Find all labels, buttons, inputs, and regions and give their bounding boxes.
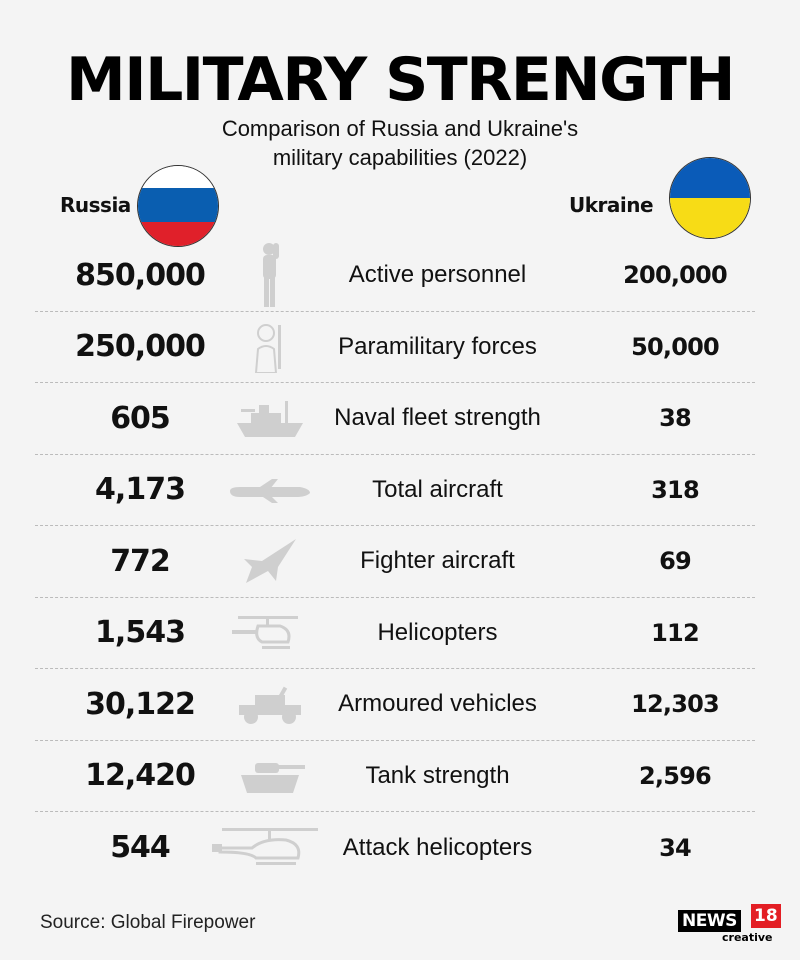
category-label: Active personnel [348,261,527,289]
table-row: 1,543 Helicopters 112 [35,598,755,669]
russia-value: 772 [110,543,171,579]
ukraine-value: 50,000 [631,332,720,361]
category-label: Attack helicopters [342,833,533,861]
ukraine-value: 12,303 [631,690,720,719]
russia-value: 850,000 [75,257,206,293]
airplane-icon [230,461,310,521]
russia-flag-icon [137,165,219,247]
subtitle-line-2: military capabilities (2022) [272,145,528,170]
comparison-table: 850,000 Active personnel 200,000 250,000… [35,240,755,884]
helicopter-icon [230,604,310,664]
russia-value: 250,000 [75,329,206,365]
category-label: Naval fleet strength [334,404,541,432]
category-label: Armoured vehicles [338,690,537,718]
news18-logo: NEWS 18 creative [678,904,788,944]
ukraine-value: 112 [651,618,700,647]
saluting-soldier-icon [230,243,310,307]
armoured-vehicle-icon [230,675,310,735]
page-title: MILITARY STRENGTH [66,45,735,115]
logo-subtext: creative [722,931,773,944]
subtitle-line-1: Comparison of Russia and Ukraine's [221,116,579,141]
ukraine-label: Ukraine [569,193,654,217]
ukraine-value: 38 [659,404,692,433]
table-row: 12,420 Tank strength 2,596 [35,741,755,812]
table-row: 772 Fighter aircraft 69 [35,526,755,598]
subtitle: Comparison of Russia and Ukraine's milit… [0,114,800,172]
ukraine-value: 318 [651,475,700,504]
warship-icon [230,389,310,449]
ukraine-value: 2,596 [639,761,712,790]
ukraine-value: 200,000 [623,261,728,290]
russia-value: 12,420 [85,758,196,794]
armed-soldier-icon [230,318,310,378]
table-row: 30,122 Armoured vehicles 12,303 [35,669,755,741]
russia-value: 605 [110,400,171,436]
source-note: Source: Global Firepower [40,912,256,933]
table-row: 544 Attack helicopters 34 [35,812,755,884]
category-label: Helicopters [377,618,498,646]
category-label: Paramilitary forces [338,332,537,360]
russia-value: 30,122 [85,686,196,722]
russia-value: 544 [110,830,171,866]
russia-value: 1,543 [95,615,186,651]
ukraine-flag-icon [669,157,751,239]
table-row: 4,173 Total aircraft 318 [35,455,755,526]
logo-news: NEWS [678,910,741,932]
category-label: Total aircraft [372,475,503,503]
logo-number: 18 [751,904,781,928]
category-label: Fighter aircraft [360,547,515,575]
attack-helicopter-icon [205,818,335,878]
table-row: 250,000 Paramilitary forces 50,000 [35,312,755,383]
ukraine-value: 34 [659,833,692,862]
table-row: 605 Naval fleet strength 38 [35,383,755,455]
tank-icon [230,747,310,807]
ukraine-value: 69 [659,547,692,576]
russia-label: Russia [60,193,131,217]
category-label: Tank strength [365,761,510,789]
table-row: 850,000 Active personnel 200,000 [35,240,755,312]
russia-value: 4,173 [95,472,186,508]
fighter-jet-icon [230,532,310,592]
